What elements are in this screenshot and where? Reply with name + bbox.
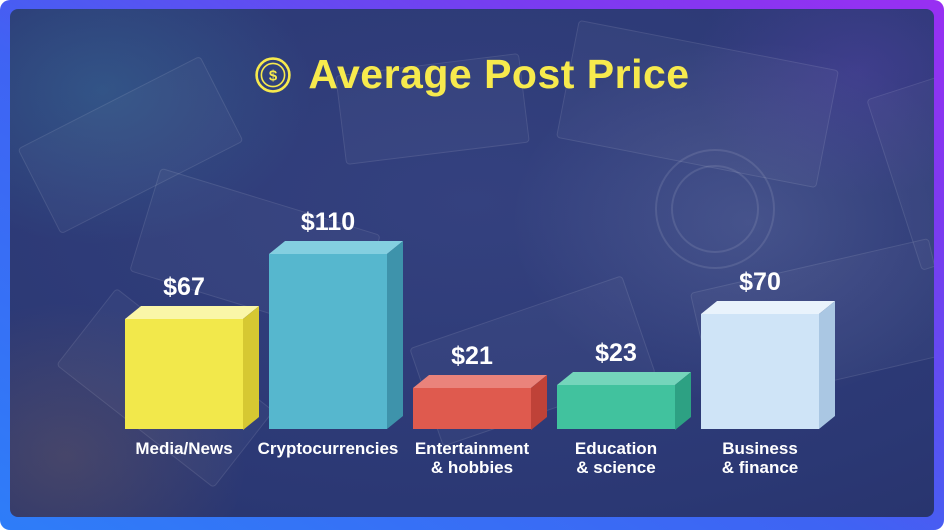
coin-shape bbox=[655, 149, 775, 269]
bar-column-cryptocurrencies: $110 Cryptocurrencies bbox=[258, 208, 404, 477]
bar-column-business-finance: $70 Business & finance bbox=[701, 268, 836, 477]
category-line-2: & science bbox=[576, 458, 656, 477]
category-line-1: Media/News bbox=[135, 439, 233, 458]
bar-front-face bbox=[701, 314, 819, 429]
bar-front-face bbox=[269, 254, 387, 429]
bar-front-face bbox=[557, 384, 675, 429]
bar-value-label: $21 bbox=[451, 341, 493, 370]
bar-column-education-science: $23 Education & science bbox=[557, 338, 692, 477]
bar-top-face bbox=[125, 305, 260, 319]
bar-value-label: $67 bbox=[163, 272, 205, 301]
svg-text:$: $ bbox=[269, 67, 278, 84]
bar-top-face bbox=[269, 241, 404, 254]
bar-column-entertainment-hobbies: $21 Entertainment & hobbies bbox=[413, 341, 548, 477]
bar-value-label: $110 bbox=[300, 208, 356, 236]
bar-value-label: $23 bbox=[595, 338, 637, 367]
category-line-2: & hobbies bbox=[430, 458, 514, 477]
bar-side-face bbox=[819, 301, 835, 429]
banknote-shape bbox=[866, 73, 934, 271]
bar-top-face bbox=[701, 301, 836, 314]
bar-business-finance bbox=[701, 301, 836, 429]
category-line-1: Education bbox=[574, 439, 658, 458]
chart-title: Average Post Price bbox=[308, 51, 690, 97]
dollar-coin-icon: $ bbox=[255, 56, 292, 93]
bar-side-face bbox=[387, 241, 403, 429]
bar-category-label: Cryptocurrencies bbox=[258, 429, 399, 477]
bar-cryptocurrencies bbox=[269, 241, 404, 429]
bar-education-science bbox=[557, 371, 692, 429]
bar-chart: $67 Media/News $110 bbox=[125, 208, 836, 478]
category-line-1: Entertainment bbox=[414, 439, 530, 458]
bar-top-face bbox=[413, 374, 548, 388]
category-line-1: Business bbox=[722, 439, 798, 458]
bar-value-label: $70 bbox=[739, 268, 781, 296]
slide-background: $ Average Post Price $67 Media/News $110 bbox=[10, 9, 934, 517]
bar-media-news bbox=[125, 305, 260, 429]
bar-category-label: Education & science bbox=[575, 429, 657, 477]
bar-category-label: Media/News bbox=[135, 429, 232, 477]
bar-front-face bbox=[125, 318, 243, 429]
bar-category-label: Business & finance bbox=[722, 429, 799, 477]
bar-top-face bbox=[557, 371, 692, 385]
bar-category-label: Entertainment & hobbies bbox=[415, 429, 529, 477]
bar-entertainment-hobbies bbox=[413, 374, 548, 429]
bar-column-media-news: $67 Media/News bbox=[125, 272, 260, 478]
coin-shape bbox=[671, 165, 759, 253]
category-line-2: & finance bbox=[721, 458, 799, 477]
bar-side-face bbox=[243, 305, 259, 429]
bar-front-face bbox=[413, 387, 531, 429]
category-line-1: Cryptocurrencies bbox=[257, 439, 399, 458]
title-row: $ Average Post Price bbox=[10, 51, 934, 98]
